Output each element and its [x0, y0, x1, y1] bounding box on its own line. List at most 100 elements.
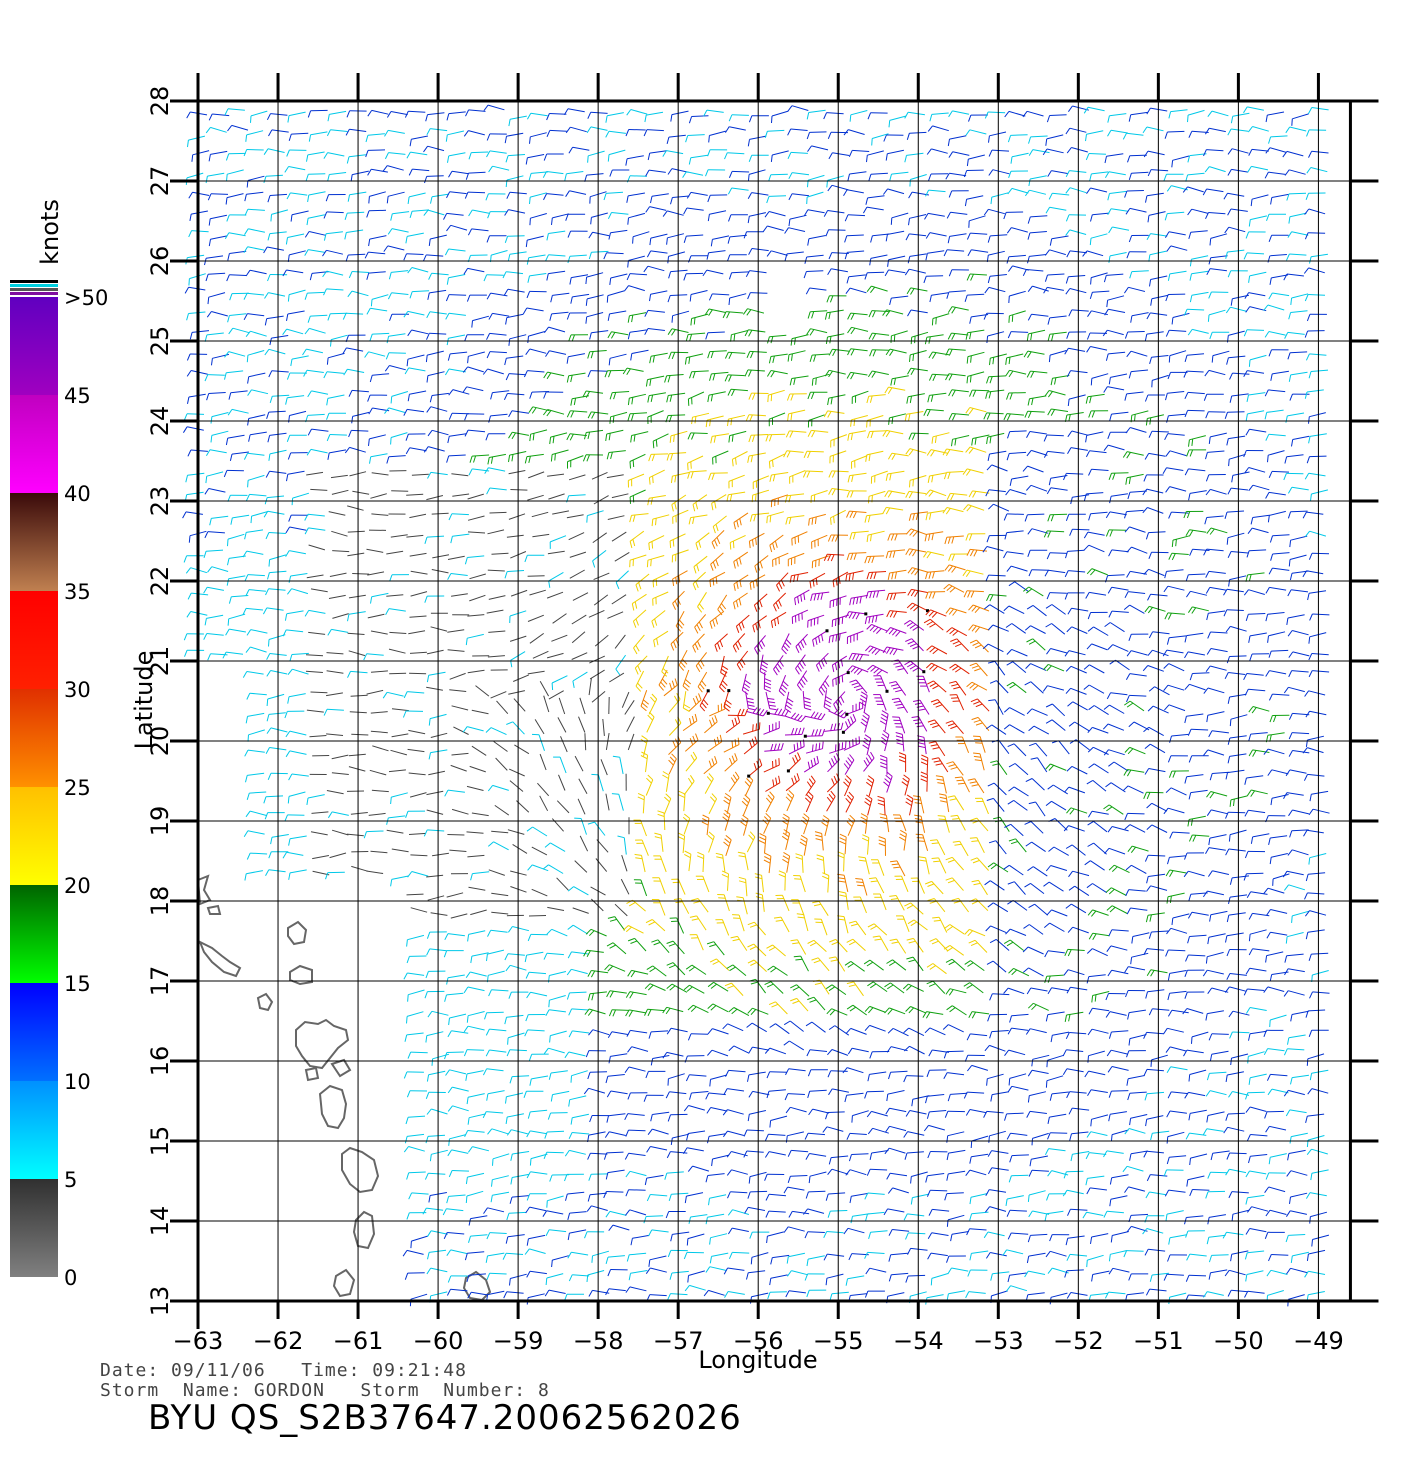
wind-barb — [685, 964, 707, 975]
wind-barb — [571, 652, 588, 660]
wind-barb — [1263, 887, 1285, 895]
wind-barb — [187, 135, 206, 148]
wind-barb — [973, 735, 986, 753]
wind-barb — [1126, 1075, 1145, 1086]
wind-barb — [707, 1133, 726, 1144]
wind-barb — [430, 732, 448, 738]
wind-barb — [1245, 1007, 1267, 1014]
wind-barb — [366, 689, 384, 695]
longitude-tick-labels: −63 −62 −61 −60 −59 −58 −57 −56 −55 −54 −53 −52 −51−… — [173, 1327, 1344, 1355]
wind-barb — [828, 1088, 849, 1096]
wind-barb — [1246, 789, 1268, 797]
wind-barb — [925, 1173, 945, 1183]
wind-barb — [282, 629, 304, 637]
wind-barb — [585, 272, 604, 285]
wind-barb — [366, 209, 387, 218]
wind-barb — [825, 333, 845, 344]
wind-barb — [666, 962, 686, 976]
wind-barb — [369, 769, 387, 776]
wind-barb — [442, 1208, 464, 1216]
wind-barb — [403, 253, 424, 261]
wind-barb — [1185, 573, 1206, 582]
wind-barb — [1004, 530, 1024, 540]
wind-barb — [1007, 331, 1029, 339]
wind-barb — [1085, 591, 1107, 599]
wind-barb — [424, 175, 444, 184]
wind-barb — [843, 1227, 865, 1235]
wind-barb — [1268, 135, 1288, 144]
wind-barb — [924, 334, 944, 345]
wind-barb — [725, 715, 741, 733]
wind-barb — [611, 793, 624, 811]
wind-barb — [183, 413, 205, 421]
wind-barb — [1231, 1209, 1250, 1222]
wind-barb — [1048, 818, 1068, 831]
wind-barb — [764, 211, 786, 218]
wind-barb — [928, 373, 950, 382]
wind-barb — [890, 212, 909, 225]
wind-barb — [747, 1190, 768, 1199]
wind-barb — [772, 552, 789, 567]
wind-barb — [506, 191, 527, 199]
wind-barb — [1142, 488, 1164, 496]
wind-barb — [1103, 386, 1125, 393]
wind-barb — [1305, 1192, 1327, 1199]
wind-barb — [898, 752, 907, 773]
wind-barb — [1087, 842, 1107, 855]
wind-barb — [963, 590, 984, 598]
wind-barb — [1126, 907, 1148, 915]
wind-barb — [579, 835, 589, 852]
wind-barb — [687, 391, 705, 406]
wind-barb — [1283, 1089, 1305, 1097]
wind-barb — [391, 848, 409, 853]
wind-barb — [1283, 792, 1304, 799]
wind-barb — [805, 741, 824, 754]
lon-tick-label: −52 — [1053, 1327, 1104, 1355]
wind-barb — [1103, 1210, 1124, 1218]
wind-barb — [1148, 686, 1170, 696]
wind-barb — [286, 149, 307, 157]
wind-barb — [568, 1132, 590, 1140]
wind-barb — [652, 572, 669, 588]
wind-barb — [508, 410, 529, 418]
wind-barb — [508, 431, 529, 440]
wind-barb — [1067, 1208, 1088, 1216]
wind-barb — [1083, 544, 1105, 553]
wind-barb — [926, 680, 947, 693]
wind-barb — [1305, 1009, 1326, 1018]
wind-barb — [1004, 110, 1026, 118]
wind-barb — [743, 1129, 764, 1137]
wind-barb — [1125, 889, 1146, 897]
wind-barb — [331, 829, 349, 836]
wind-barb — [1248, 354, 1267, 367]
wind-barb — [1128, 369, 1149, 379]
legend-tick-label: 15 — [64, 972, 91, 996]
wind-barb — [887, 1187, 909, 1194]
wind-barb — [709, 1252, 729, 1264]
wind-barb — [565, 213, 586, 221]
wind-barb — [327, 628, 349, 636]
wind-barb — [666, 452, 687, 461]
wind-barb — [1144, 854, 1166, 862]
wind-barb — [465, 1172, 485, 1185]
wind-barb — [1267, 450, 1285, 463]
wind-barb — [572, 907, 589, 914]
wind-barb — [1143, 726, 1164, 737]
wind-barb — [1183, 370, 1204, 378]
wind-barb — [614, 634, 626, 649]
wind-barb — [910, 1193, 930, 1205]
wind-barb — [784, 712, 806, 723]
wind-barb — [954, 776, 970, 793]
wind-barb — [390, 432, 408, 445]
wind-barb — [1044, 273, 1065, 282]
wind-barb — [570, 1113, 589, 1125]
wind-barb — [1266, 909, 1288, 916]
wind-barb — [526, 826, 548, 837]
wind-barb — [391, 490, 409, 492]
wind-barb — [768, 353, 788, 364]
wind-barb — [1089, 171, 1109, 181]
wind-barb — [1090, 1114, 1109, 1127]
wind-barb — [1268, 349, 1289, 357]
wind-barb — [1230, 1053, 1249, 1066]
wind-barb — [727, 1191, 748, 1199]
